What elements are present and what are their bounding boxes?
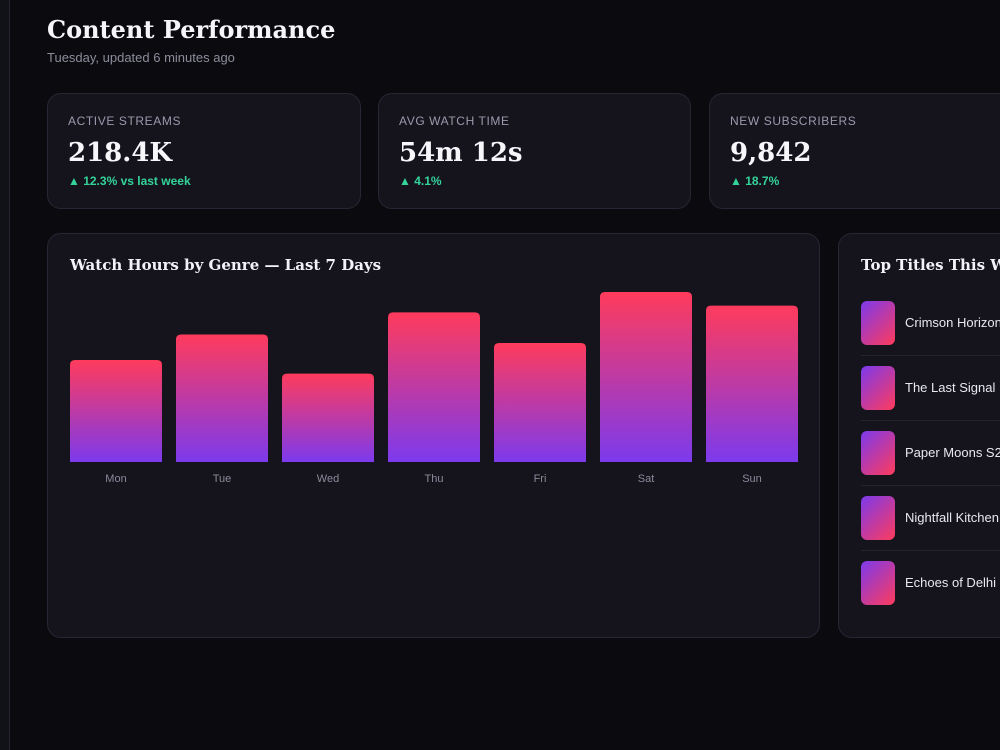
- bar-thu[interactable]: [388, 312, 480, 462]
- bar-fri[interactable]: [494, 343, 586, 462]
- kpi-delta: ▲ 12.3% vs last week: [68, 174, 191, 188]
- left-sidebar-rail: [0, 0, 10, 750]
- x-tick-label: Wed: [317, 473, 339, 485]
- title-thumbnail: [861, 301, 895, 345]
- kpi-card-new-subscribers[interactable]: NEW SUBSCRIBERS 9,842 ▲ 18.7%: [709, 93, 1000, 209]
- kpi-value: 54m 12s: [399, 138, 523, 168]
- list-item[interactable]: Echoes of Delhi: [861, 551, 1000, 616]
- bar-chart: Mon Tue Wed Thu Fri Sat Sun: [70, 292, 798, 485]
- kpi-label: ACTIVE STREAMS: [68, 114, 182, 128]
- title-name: Nightfall Kitchen: [905, 510, 999, 525]
- list-item[interactable]: The Last Signal: [861, 356, 1000, 421]
- title-name: The Last Signal: [905, 380, 996, 395]
- title-thumbnail: [861, 431, 895, 475]
- bar-wed[interactable]: [282, 373, 374, 462]
- x-tick-label: Thu: [425, 473, 444, 485]
- title-name: Crimson Horizon: [905, 315, 1000, 330]
- page-subtitle: Tuesday, updated 6 minutes ago: [47, 50, 235, 65]
- kpi-label: AVG WATCH TIME: [399, 114, 510, 128]
- chart-title: Watch Hours by Genre — Last 7 Days: [70, 256, 382, 274]
- bar-sun[interactable]: [706, 305, 798, 462]
- kpi-delta: ▲ 4.1%: [399, 174, 442, 188]
- kpi-label: NEW SUBSCRIBERS: [730, 114, 857, 128]
- watch-hours-chart-card: Watch Hours by Genre — Last 7 Days Mon Tu…: [47, 233, 820, 638]
- kpi-card-active-streams[interactable]: ACTIVE STREAMS 218.4K ▲ 12.3% vs last we…: [47, 93, 361, 209]
- title-name: Paper Moons S2: [905, 445, 1000, 460]
- bar-tue[interactable]: [176, 334, 268, 463]
- list-item[interactable]: Paper Moons S2: [861, 421, 1000, 486]
- page-title: Content Performance: [47, 15, 336, 44]
- kpi-value: 9,842: [730, 138, 812, 168]
- title-thumbnail: [861, 561, 895, 605]
- x-tick-label: Mon: [105, 473, 126, 485]
- top-titles-title: Top Titles This Week: [861, 256, 1000, 274]
- x-tick-label: Sat: [638, 473, 655, 485]
- top-titles-list: Crimson Horizon The Last Signal Paper Mo…: [861, 291, 1000, 616]
- title-thumbnail: [861, 496, 895, 540]
- top-titles-card: Top Titles This Week Crimson Horizon The…: [838, 233, 1000, 638]
- list-item[interactable]: Crimson Horizon: [861, 291, 1000, 356]
- x-tick-label: Sun: [742, 473, 762, 485]
- title-thumbnail: [861, 366, 895, 410]
- bar-sat[interactable]: [600, 292, 692, 462]
- x-tick-label: Fri: [534, 473, 547, 485]
- kpi-value: 218.4K: [68, 138, 173, 168]
- kpi-card-avg-watch-time[interactable]: AVG WATCH TIME 54m 12s ▲ 4.1%: [378, 93, 691, 209]
- title-name: Echoes of Delhi: [905, 575, 997, 590]
- bar-mon[interactable]: [70, 360, 162, 462]
- list-item[interactable]: Nightfall Kitchen: [861, 486, 1000, 551]
- kpi-delta: ▲ 18.7%: [730, 174, 780, 188]
- x-tick-label: Tue: [213, 473, 232, 485]
